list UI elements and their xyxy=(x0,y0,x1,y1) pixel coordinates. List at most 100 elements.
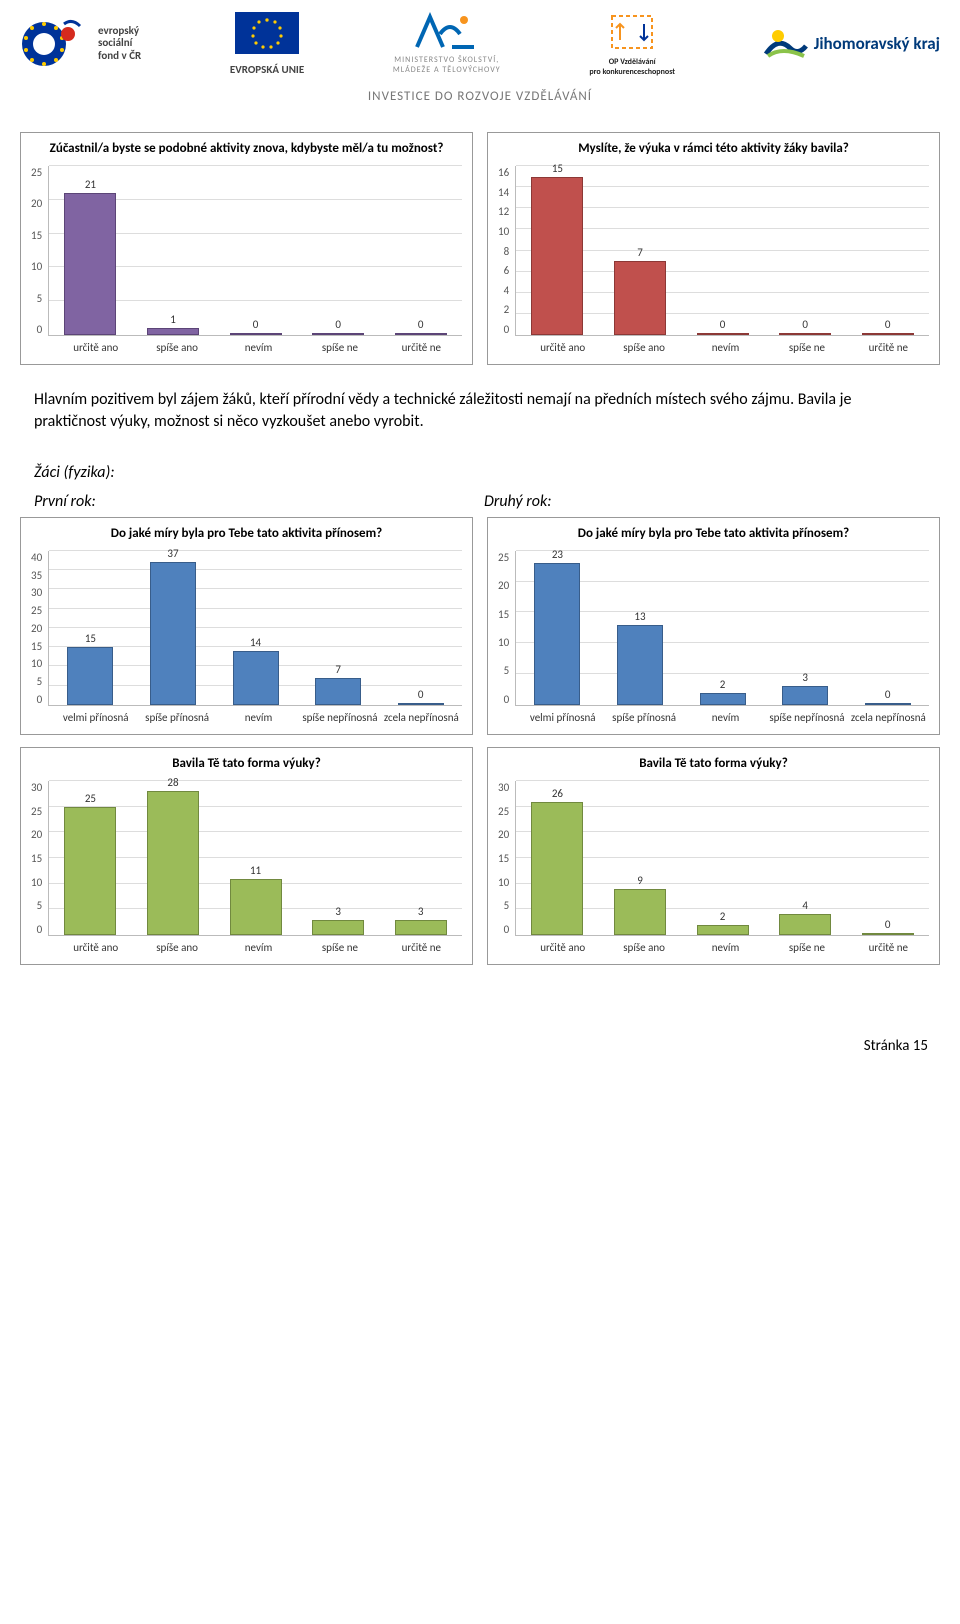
x-axis: určitě anospíše anonevímspíše neurčitě n… xyxy=(522,342,929,354)
bar-wrap: 1 xyxy=(132,166,215,335)
chart-title: Bavila Tě tato forma výuky? xyxy=(498,756,929,771)
x-tick-label: určitě ano xyxy=(55,342,136,354)
chart-3: Do jaké míry byla pro Tebe tato aktivita… xyxy=(20,517,473,735)
chart-title: Bavila Tě tato forma výuky? xyxy=(31,756,462,771)
y-tick: 15 xyxy=(31,229,42,242)
year-2-label: Druhý rok: xyxy=(476,492,926,511)
bar-value-label: 4 xyxy=(780,899,830,912)
y-tick: 25 xyxy=(498,551,509,564)
bar-wrap: 4 xyxy=(764,781,847,935)
y-tick: 35 xyxy=(31,569,42,582)
plot-area: 269 2 4 0 xyxy=(515,781,929,936)
bar-value-label: 0 xyxy=(313,318,363,331)
bar: 26 xyxy=(531,802,583,935)
bar-wrap: 0 xyxy=(379,551,462,705)
bar: 15 xyxy=(67,647,113,705)
bar: 15 xyxy=(531,177,583,335)
x-tick-label: spíše ne xyxy=(766,342,847,354)
y-axis: 4035302520151050 xyxy=(31,551,48,706)
bar-wrap: 13 xyxy=(599,551,682,705)
year-1-label: První rok: xyxy=(34,492,476,511)
bar: 3 xyxy=(312,920,364,935)
bar-wrap: 0 xyxy=(764,166,847,335)
chart-row-2: Do jaké míry byla pro Tebe tato aktivita… xyxy=(0,517,960,735)
y-tick: 6 xyxy=(504,264,510,277)
chart-1: Zúčastnil/a byste se podobné aktivity zn… xyxy=(20,132,473,365)
bar-wrap: 25 xyxy=(49,781,132,935)
x-tick-label: spíše ne xyxy=(299,342,380,354)
bar-wrap: 3 xyxy=(297,781,380,935)
x-tick-label: spíše ne xyxy=(299,942,380,954)
bar: 0 xyxy=(230,333,282,335)
bar-wrap: 9 xyxy=(599,781,682,935)
x-tick-label: určitě ano xyxy=(55,942,136,954)
bar-wrap: 3 xyxy=(764,551,847,705)
y-tick: 20 xyxy=(31,197,42,210)
bar: 0 xyxy=(862,333,914,335)
x-tick-label: spíše ne xyxy=(766,942,847,954)
chart-title: Zúčastnil/a byste se podobné aktivity zn… xyxy=(31,141,462,156)
x-tick-label: spíše ano xyxy=(136,342,217,354)
bar-wrap: 15 xyxy=(49,551,132,705)
x-tick-label: nevím xyxy=(685,342,766,354)
x-tick-label: určitě ne xyxy=(848,342,929,354)
plot-area: 2313230 xyxy=(515,551,929,706)
bar-value-label: 3 xyxy=(783,671,827,684)
bar-value-label: 2 xyxy=(698,910,748,923)
x-tick-label: nevím xyxy=(685,942,766,954)
msmt-logo: MINISTERSTVO ŠKOLSTVÍ, MLÁDEŽE A TĚLOVÝC… xyxy=(393,12,501,75)
chart-6: Bavila Tě tato forma výuky?3025201510502… xyxy=(487,747,940,965)
bar: 0 xyxy=(312,333,364,335)
y-tick: 10 xyxy=(31,260,42,273)
esf-icon xyxy=(20,14,92,74)
bar-value-label: 0 xyxy=(863,318,913,331)
plot-area: 25281133 xyxy=(48,781,462,936)
bar-wrap: 23 xyxy=(516,551,599,705)
bar-value-label: 3 xyxy=(313,905,363,918)
x-tick-label: spíše ano xyxy=(603,342,684,354)
y-tick: 25 xyxy=(31,166,42,179)
header-logo-row: evropský sociální fond v ČR EVROPSKÁ UNI… xyxy=(0,0,960,81)
jmk-logo: Jihomoravský kraj xyxy=(764,26,940,62)
bar-wrap: 0 xyxy=(379,166,462,335)
bar-wrap: 7 xyxy=(599,166,682,335)
bar-value-label: 3 xyxy=(396,905,446,918)
opvk-line1: OP Vzdělávání xyxy=(589,57,675,67)
y-tick: 0 xyxy=(37,923,43,936)
x-tick-label: nevím xyxy=(218,942,299,954)
y-tick: 12 xyxy=(498,205,509,218)
bar-value-label: 28 xyxy=(148,776,198,789)
bar-wrap: 15 xyxy=(516,166,599,335)
bar-value-label: 7 xyxy=(615,246,665,259)
y-tick: 0 xyxy=(37,693,43,706)
x-axis: velmi přínosnáspíše přínosnánevímspíše n… xyxy=(55,712,462,724)
y-tick: 5 xyxy=(504,664,510,677)
bar: 4 xyxy=(779,914,831,935)
chart-row-1: Zúčastnil/a byste se podobné aktivity zn… xyxy=(0,132,960,365)
y-tick: 15 xyxy=(498,608,509,621)
x-tick-label: zcela nepřínosná xyxy=(381,712,462,724)
bar-wrap: 0 xyxy=(846,166,929,335)
y-tick: 15 xyxy=(498,852,509,865)
x-tick-label: určitě ne xyxy=(381,342,462,354)
y-tick: 0 xyxy=(37,323,43,336)
y-tick: 25 xyxy=(498,805,509,818)
x-tick-label: nevím xyxy=(685,712,766,724)
x-tick-label: spíše přínosná xyxy=(603,712,684,724)
bar-wrap: 0 xyxy=(846,781,929,935)
paragraph-1: Hlavním pozitivem byl zájem žáků, kteří … xyxy=(0,377,960,436)
x-axis: určitě anospíše anonevímspíše neurčitě n… xyxy=(55,342,462,354)
y-tick: 8 xyxy=(504,245,510,258)
y-tick: 10 xyxy=(498,225,509,238)
x-tick-label: určitě ano xyxy=(522,342,603,354)
y-tick: 16 xyxy=(498,166,509,179)
y-tick: 2 xyxy=(504,303,510,316)
bar: 7 xyxy=(315,678,361,705)
esf-logo: evropský sociální fond v ČR xyxy=(20,14,141,74)
bar-value-label: 0 xyxy=(863,918,913,931)
bar: 25 xyxy=(64,807,116,935)
bar-wrap: 0 xyxy=(681,166,764,335)
y-tick: 5 xyxy=(37,292,43,305)
bar-value-label: 21 xyxy=(65,178,115,191)
y-tick: 10 xyxy=(498,636,509,649)
